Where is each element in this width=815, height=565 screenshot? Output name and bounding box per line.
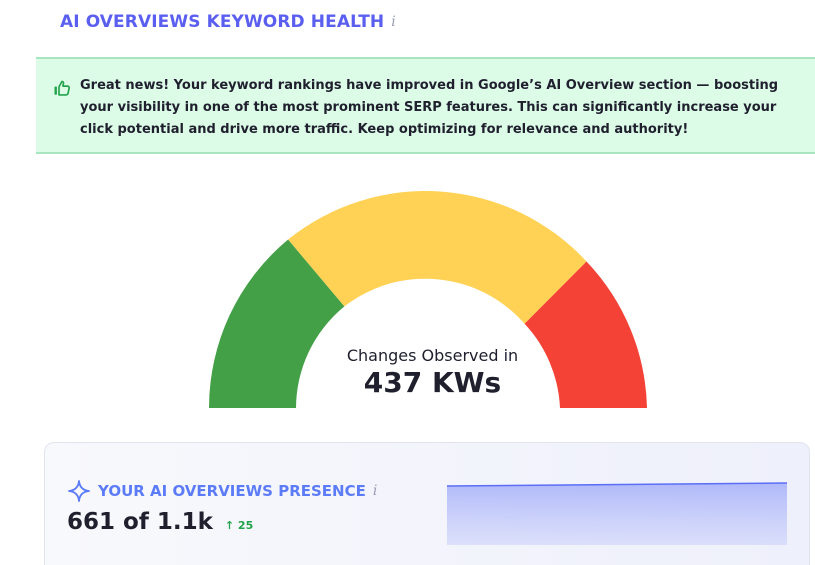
presence-sparkline	[447, 482, 787, 545]
gauge-segment-red	[524, 261, 647, 408]
presence-value: 661 of 1.1k	[67, 509, 213, 535]
presence-info-icon[interactable]: i	[372, 483, 378, 499]
ai-overviews-presence-card[interactable]: YOUR AI OVERVIEWS PRESENCE i 661 of 1.1k…	[44, 442, 810, 565]
section-title: AI OVERVIEWS KEYWORD HEALTH	[60, 12, 385, 32]
success-alert: Great news! Your keyword rankings have i…	[36, 57, 815, 154]
section-header: AI OVERVIEWS KEYWORD HEALTH i	[60, 12, 396, 32]
gauge-segment-yellow	[288, 191, 587, 324]
gauge-label: Changes Observed in	[346, 346, 519, 365]
presence-delta: ↑ 25	[224, 519, 254, 532]
sparkle-icon	[68, 480, 90, 502]
presence-stat: 661 of 1.1k ↑ 25	[67, 509, 253, 535]
presence-title: YOUR AI OVERVIEWS PRESENCE	[98, 482, 366, 500]
gauge-segment-green	[209, 239, 345, 408]
thumbs-up-icon	[54, 80, 70, 96]
presence-header: YOUR AI OVERVIEWS PRESENCE i	[67, 479, 377, 503]
info-icon[interactable]: i	[391, 14, 396, 30]
gauge-value: 437 KWs	[363, 366, 502, 399]
health-gauge	[209, 191, 647, 408]
sparkline-line	[447, 482, 787, 487]
sparkline-area	[447, 483, 787, 545]
alert-message: Great news! Your keyword rankings have i…	[80, 78, 779, 137]
